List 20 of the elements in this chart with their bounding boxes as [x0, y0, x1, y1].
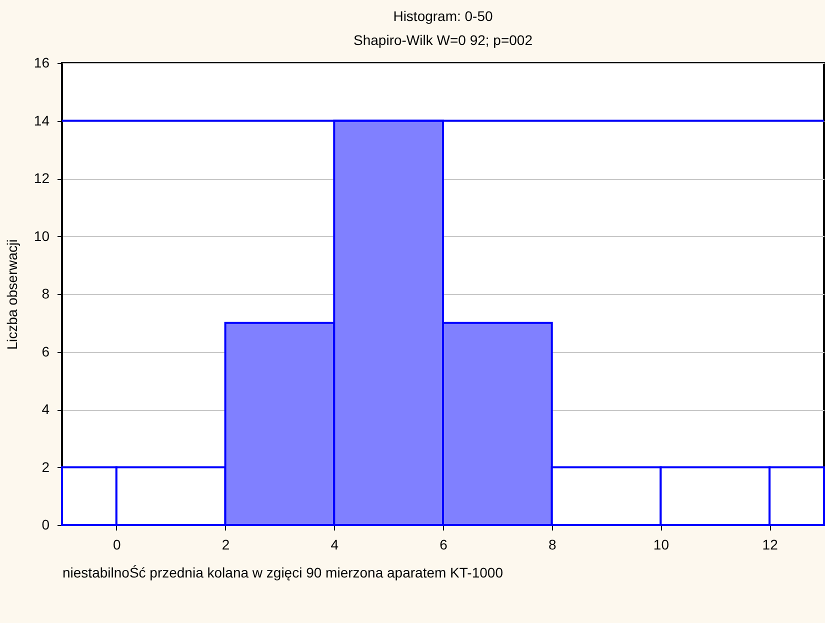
x-tick-label: 12 — [762, 536, 778, 552]
x-tick-label: 0 — [113, 536, 122, 552]
x-axis-title: niestabilnoŚć przednia kolana w zgięci 90 mierzona aparatem KT-1000 — [62, 564, 504, 580]
y-axis-title: Liczba obserwacji — [4, 239, 20, 350]
y-tick-label: 0 — [42, 516, 50, 532]
chart-title: Histogram: 0-50 — [393, 8, 494, 24]
x-tick-label: 6 — [440, 536, 448, 552]
x-tick-label: 2 — [222, 536, 230, 552]
x-tick-label: 4 — [330, 536, 339, 552]
x-tick-label: 10 — [653, 536, 670, 552]
y-tick-label: 12 — [34, 170, 50, 186]
y-tick-label: 2 — [42, 458, 50, 475]
chart-subtitle: Shapiro-Wilk W=0 92; p=002 — [354, 32, 533, 48]
y-tick-label: 14 — [34, 112, 50, 128]
y-tick-label: 16 — [34, 54, 50, 70]
y-tick-label: 6 — [42, 343, 50, 360]
y-tick-label: 10 — [34, 228, 50, 244]
x-tick-label: 8 — [548, 536, 556, 552]
y-tick-label: 4 — [42, 401, 50, 417]
y-tick-label: 8 — [42, 286, 50, 302]
